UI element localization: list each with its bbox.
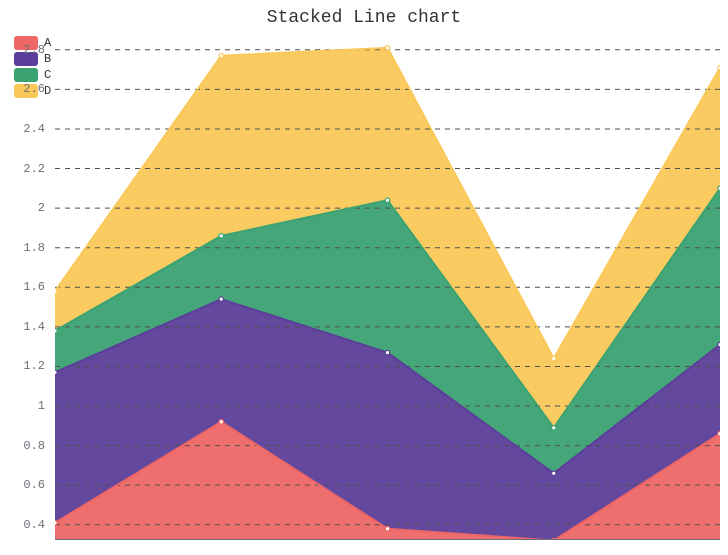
chart-title: Stacked Line chart [0, 8, 728, 28]
legend-label: B [44, 52, 51, 66]
marker-C [718, 186, 720, 190]
marker-A [718, 432, 720, 436]
marker-A [219, 420, 223, 424]
y-tick-label: 0.8 [23, 439, 45, 453]
plot-area: 0.40.60.811.21.41.61.822.22.42.62.8 [55, 30, 720, 540]
marker-A [385, 527, 389, 531]
chart-svg [55, 30, 720, 540]
y-tick-label: 2 [38, 201, 45, 215]
marker-D [718, 65, 720, 69]
marker-C [55, 329, 57, 333]
marker-D [219, 54, 223, 58]
y-tick-label: 1.2 [23, 359, 45, 373]
marker-D [385, 46, 389, 50]
marker-B [219, 297, 223, 301]
y-tick-label: 2.8 [23, 43, 45, 57]
y-tick-label: 2.4 [23, 122, 45, 136]
legend-label: A [44, 36, 51, 50]
y-tick-label: 1.6 [23, 280, 45, 294]
legend-swatch [14, 68, 38, 82]
marker-C [219, 234, 223, 238]
y-tick-label: 0.4 [23, 518, 45, 532]
y-tick-label: 1 [38, 399, 45, 413]
y-tick-label: 1.8 [23, 241, 45, 255]
marker-C [552, 426, 556, 430]
marker-B [718, 342, 720, 346]
marker-B [552, 471, 556, 475]
y-tick-label: 2.2 [23, 162, 45, 176]
marker-C [385, 198, 389, 202]
marker-D [552, 356, 556, 360]
marker-D [55, 289, 57, 293]
y-tick-label: 0.6 [23, 478, 45, 492]
y-tick-label: 2.6 [23, 82, 45, 96]
legend-item[interactable]: C [14, 68, 51, 82]
marker-B [55, 370, 57, 374]
y-tick-label: 1.4 [23, 320, 45, 334]
marker-B [385, 350, 389, 354]
marker-A [55, 521, 57, 525]
legend-label: C [44, 68, 51, 82]
chart-container: Stacked Line chart ABCD 0.40.60.811.21.4… [0, 0, 728, 555]
legend-label: D [44, 84, 51, 98]
